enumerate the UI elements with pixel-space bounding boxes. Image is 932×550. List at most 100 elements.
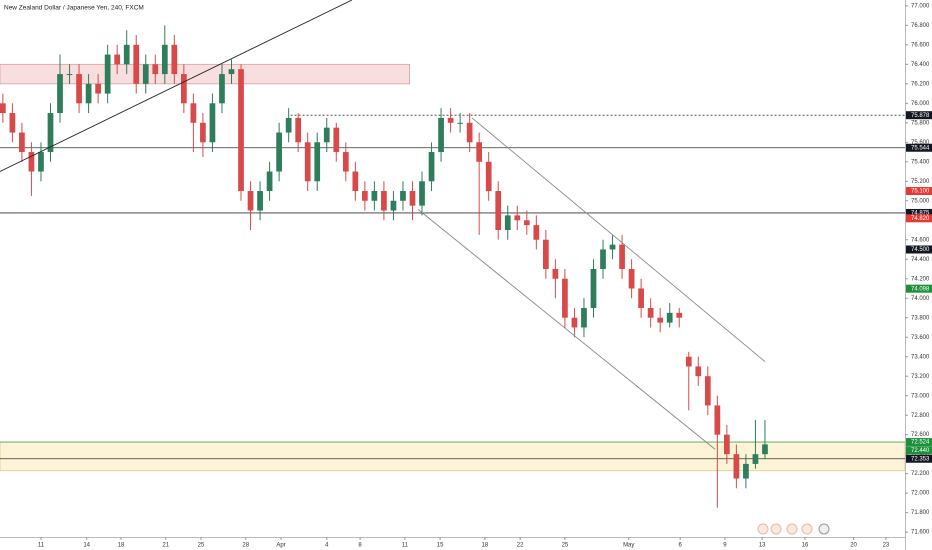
x-tick-label: 21 xyxy=(162,543,169,549)
candle-body xyxy=(409,191,416,206)
y-tick-label: 75.000 xyxy=(911,198,930,204)
candle-body xyxy=(342,152,349,172)
x-tick-label: 8 xyxy=(358,543,362,549)
event-icon[interactable] xyxy=(786,523,798,535)
candle-body xyxy=(266,171,273,192)
candle-body xyxy=(504,215,511,231)
price-label: 74.820 xyxy=(911,216,930,222)
price-label: 72.353 xyxy=(911,456,930,462)
candle-body xyxy=(161,44,168,75)
candle-body xyxy=(390,200,397,211)
y-tick-label: 74.400 xyxy=(911,257,930,263)
candle-body xyxy=(666,312,673,323)
event-icon[interactable] xyxy=(818,523,830,535)
y-tick-label: 72.400 xyxy=(911,452,930,458)
x-tick-label: 9 xyxy=(723,543,727,549)
trendline xyxy=(417,209,716,450)
candle-body xyxy=(295,117,302,143)
y-tick-label: 72.000 xyxy=(911,491,930,497)
candle-body xyxy=(171,44,178,75)
candle-body xyxy=(552,268,559,279)
price-label: 74.098 xyxy=(911,286,930,292)
plot-area xyxy=(0,0,906,508)
y-tick-label: 77.000 xyxy=(911,3,930,9)
price-label-bg xyxy=(906,187,932,196)
trendline xyxy=(471,117,766,362)
y-tick-label: 76.600 xyxy=(911,42,930,48)
price-label-bg xyxy=(906,245,932,254)
x-tick-label: 20 xyxy=(850,543,857,549)
candle-body xyxy=(9,113,16,133)
candle-body xyxy=(752,454,759,464)
candle-body xyxy=(609,244,616,250)
price-label-bg xyxy=(906,208,932,217)
x-tick-label: 23 xyxy=(883,543,890,549)
zone xyxy=(0,441,906,472)
candle-body xyxy=(190,103,197,123)
price-label-bg xyxy=(906,446,932,455)
candle-body xyxy=(304,142,311,182)
candle-body xyxy=(114,54,121,65)
y-tick-label: 74.000 xyxy=(911,296,930,302)
candle-body xyxy=(381,191,387,211)
y-tick-label: 73.200 xyxy=(911,374,930,380)
candle-body xyxy=(581,307,587,328)
candle-body xyxy=(428,152,435,182)
trendline xyxy=(0,0,353,172)
y-tick-label: 72.600 xyxy=(911,432,930,438)
candle-body xyxy=(19,132,25,153)
candle-body xyxy=(571,317,578,328)
candle-body xyxy=(209,103,216,143)
candle-body xyxy=(514,215,521,221)
candle-body xyxy=(123,44,130,65)
candle-body xyxy=(447,117,454,123)
candle-body xyxy=(523,220,530,226)
candle-body xyxy=(57,74,63,114)
event-icon[interactable] xyxy=(801,523,813,535)
candle-body xyxy=(104,54,111,94)
x-tick-label: May xyxy=(623,543,634,549)
candle-body xyxy=(219,74,225,104)
candle-body xyxy=(543,239,549,269)
candle-body xyxy=(438,117,444,153)
price-label: 74.500 xyxy=(911,247,930,253)
y-tick-label: 73.000 xyxy=(911,393,930,399)
price-label: 72.440 xyxy=(911,448,930,454)
candle-body xyxy=(647,307,654,318)
candle-body xyxy=(619,244,625,269)
candle-body xyxy=(676,312,683,318)
candle-body xyxy=(533,225,540,240)
candle-body xyxy=(228,69,235,75)
y-tick-label: 74.600 xyxy=(911,237,930,243)
event-icon[interactable] xyxy=(770,523,782,535)
candle-body xyxy=(724,434,730,455)
x-tick-label: 11 xyxy=(402,543,409,549)
candle-body xyxy=(276,132,282,172)
candle-body xyxy=(400,191,406,201)
candle-body xyxy=(657,317,664,323)
y-tick-label: 75.600 xyxy=(911,140,930,146)
y-tick-label: 71.800 xyxy=(911,510,930,516)
y-tick-label: 71.600 xyxy=(911,530,930,536)
price-label: 75.100 xyxy=(911,189,930,195)
candle-body xyxy=(47,113,54,153)
price-label-bg xyxy=(906,454,932,463)
candle-body xyxy=(152,64,159,75)
event-icon[interactable] xyxy=(757,523,769,535)
candle-body xyxy=(457,122,463,124)
y-tick-label: 76.800 xyxy=(911,23,930,29)
candle-body xyxy=(628,268,635,289)
zone xyxy=(0,63,411,85)
candle-body xyxy=(238,69,244,192)
x-tick-label: 15 xyxy=(437,543,444,549)
y-tick-label: 72.200 xyxy=(911,471,930,477)
price-label-bg xyxy=(906,438,932,447)
y-tick-label: 73.800 xyxy=(911,315,930,321)
candle-body xyxy=(85,83,92,104)
price-label-bg xyxy=(906,214,932,223)
candle-body xyxy=(285,117,292,133)
candle-body xyxy=(362,191,368,201)
candle-body xyxy=(257,191,263,211)
candle-body xyxy=(590,268,597,308)
